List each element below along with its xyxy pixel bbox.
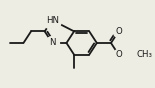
Text: O: O	[115, 50, 122, 59]
Text: N: N	[49, 38, 55, 48]
Text: CH₃: CH₃	[136, 50, 152, 59]
Text: HN: HN	[46, 16, 59, 25]
Text: O: O	[115, 27, 122, 36]
